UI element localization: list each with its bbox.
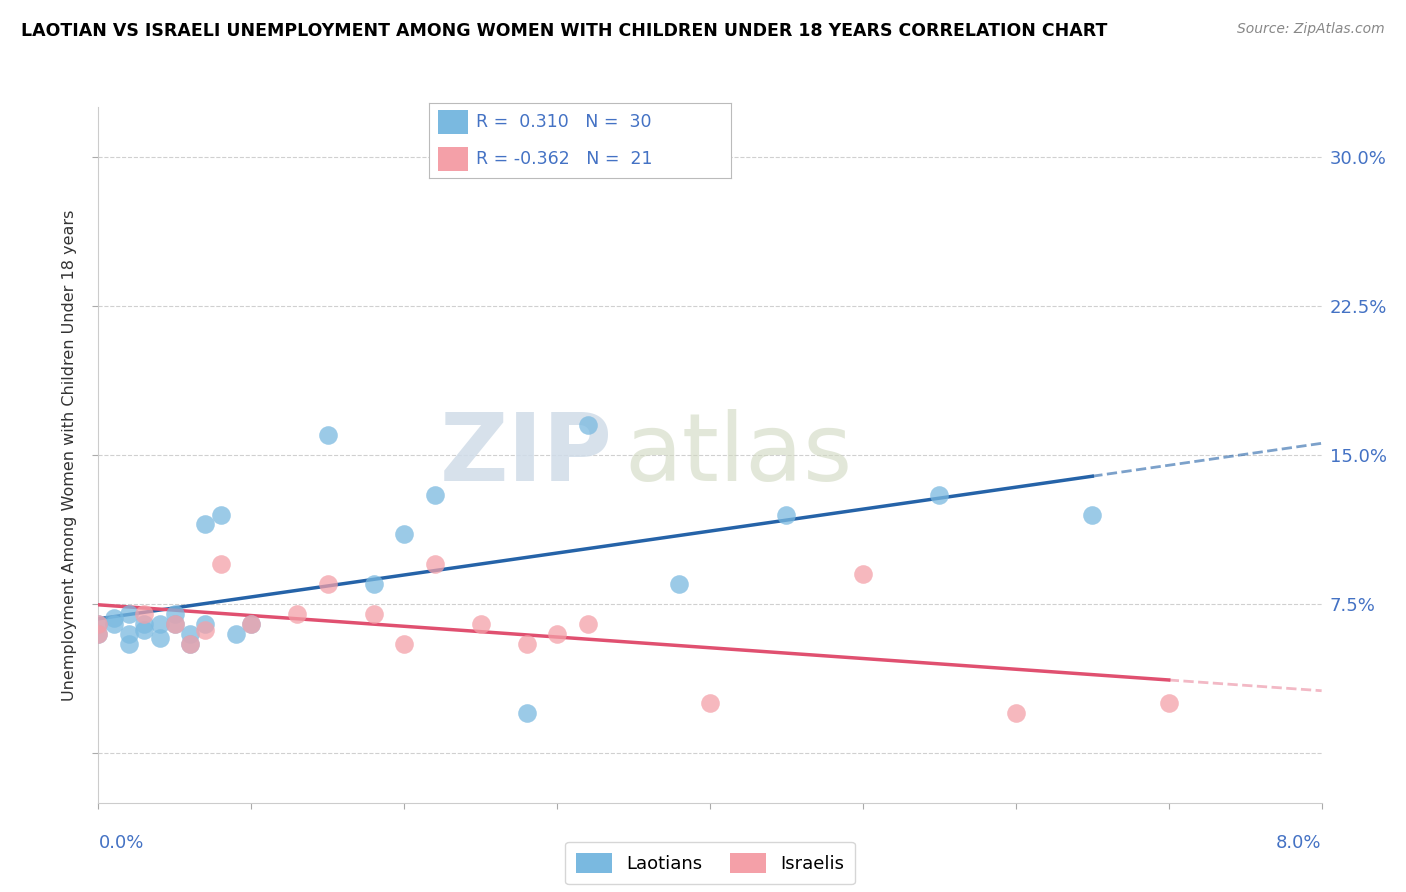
Point: [194, 623, 217, 637]
Point: [149, 631, 172, 645]
Point: [546, 627, 568, 641]
Point: [1157, 697, 1180, 711]
Point: [516, 637, 538, 651]
Bar: [437, 111, 468, 135]
Point: [179, 627, 201, 641]
Point: [209, 558, 232, 572]
Point: [240, 616, 263, 631]
Legend: Laotians, Israelis: Laotians, Israelis: [565, 842, 855, 884]
Point: [209, 508, 232, 522]
Point: [87, 627, 110, 641]
Point: [194, 517, 217, 532]
Point: [363, 577, 385, 591]
Point: [149, 616, 172, 631]
Point: [163, 616, 186, 631]
Y-axis label: Unemployment Among Women with Children Under 18 years: Unemployment Among Women with Children U…: [62, 210, 77, 700]
Point: [316, 428, 339, 442]
Point: [699, 697, 721, 711]
Point: [103, 616, 125, 631]
Point: [392, 637, 416, 651]
Point: [1081, 508, 1104, 522]
Point: [179, 637, 201, 651]
Point: [775, 508, 797, 522]
Point: [225, 627, 247, 641]
Point: [118, 627, 141, 641]
Text: R = -0.362   N =  21: R = -0.362 N = 21: [475, 150, 652, 168]
Text: R =  0.310   N =  30: R = 0.310 N = 30: [475, 113, 651, 131]
Point: [194, 616, 217, 631]
Point: [87, 616, 110, 631]
Text: ZIP: ZIP: [439, 409, 612, 501]
Point: [316, 577, 339, 591]
Point: [87, 627, 110, 641]
Point: [134, 623, 156, 637]
Text: LAOTIAN VS ISRAELI UNEMPLOYMENT AMONG WOMEN WITH CHILDREN UNDER 18 YEARS CORRELA: LAOTIAN VS ISRAELI UNEMPLOYMENT AMONG WO…: [21, 22, 1108, 40]
Point: [576, 616, 599, 631]
Point: [285, 607, 308, 621]
Text: 0.0%: 0.0%: [98, 834, 143, 852]
Point: [103, 611, 125, 625]
Point: [516, 706, 538, 721]
Text: atlas: atlas: [624, 409, 852, 501]
Point: [928, 488, 950, 502]
Point: [852, 567, 875, 582]
Point: [240, 616, 263, 631]
Point: [470, 616, 492, 631]
Point: [179, 637, 201, 651]
Bar: [437, 146, 468, 171]
Point: [363, 607, 385, 621]
Point: [87, 616, 110, 631]
Point: [423, 488, 446, 502]
Text: Source: ZipAtlas.com: Source: ZipAtlas.com: [1237, 22, 1385, 37]
Point: [118, 637, 141, 651]
Text: 8.0%: 8.0%: [1277, 834, 1322, 852]
Point: [423, 558, 446, 572]
Point: [134, 607, 156, 621]
Point: [392, 527, 416, 541]
Point: [1004, 706, 1026, 721]
Point: [163, 616, 186, 631]
Point: [163, 607, 186, 621]
Point: [668, 577, 690, 591]
Point: [576, 418, 599, 433]
Point: [134, 616, 156, 631]
Point: [118, 607, 141, 621]
